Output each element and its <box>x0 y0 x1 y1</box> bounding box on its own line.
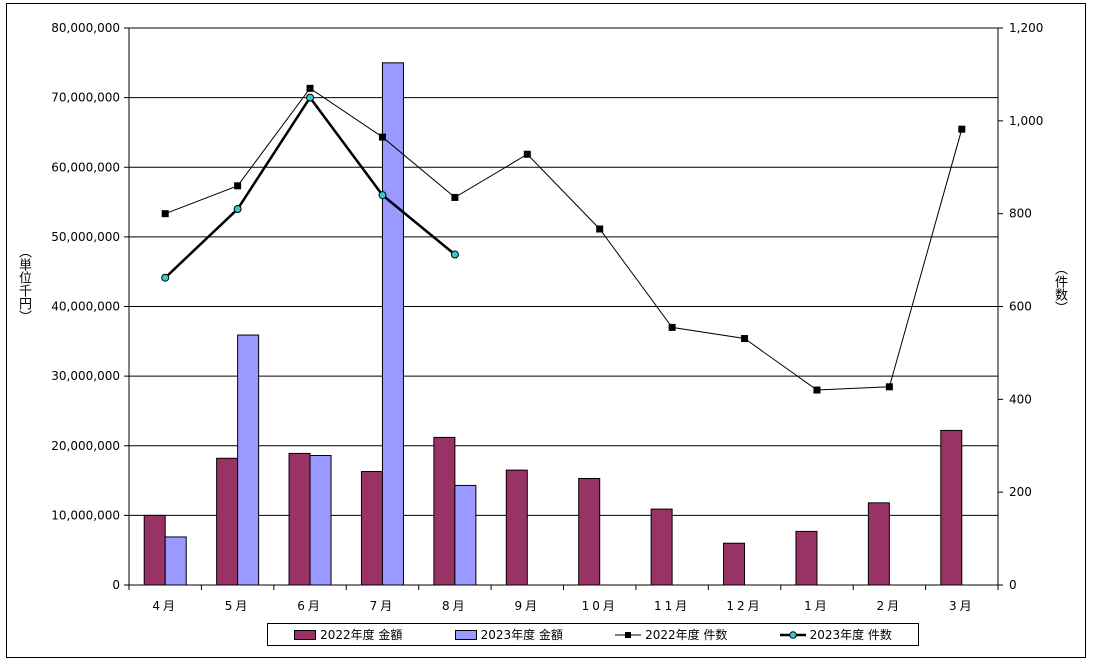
bar-2022-9 <box>795 530 818 586</box>
point-2022-count-11 <box>958 125 966 133</box>
y-axis-left-label: （単位千円） <box>16 245 31 323</box>
bar-2022-5 <box>505 469 528 586</box>
legend-item-2023-count: 2023年度 件数 <box>779 626 892 643</box>
legend-item-2022-count: 2022年度 件数 <box>615 626 727 643</box>
point-2022-count-1 <box>234 182 242 190</box>
x-tick-label: 5月 <box>225 599 251 613</box>
y-right-tick-label: 1,000 <box>1009 114 1043 128</box>
point-2023-count-4 <box>450 250 459 259</box>
x-tick-label: 3月 <box>949 599 975 613</box>
legend: 2022年度 金額 2023年度 金額 2022年度 件数 2023年度 件数 <box>267 623 919 646</box>
point-2022-count-6 <box>596 225 604 233</box>
y-right-tick-label: 1,200 <box>1009 21 1043 35</box>
bar-2023-2 <box>309 454 332 586</box>
y-left-tick-label: 20,000,000 <box>51 439 120 453</box>
legend-label-2023-amount: 2023年度 金額 <box>480 628 563 642</box>
legend-label-2022-count: 2022年度 件数 <box>645 628 728 642</box>
point-2023-count-1 <box>233 205 242 214</box>
x-tick-label: 7月 <box>370 599 396 613</box>
point-2022-count-7 <box>668 323 676 331</box>
legend-label-2022-amount: 2022年度 金額 <box>320 628 403 642</box>
y-right-tick-label: 600 <box>1009 300 1032 314</box>
legend-label-2023-count: 2023年度 件数 <box>809 628 892 642</box>
bar-2022-6 <box>578 477 601 586</box>
bar-2022-11 <box>940 429 963 586</box>
x-tick-label: 6月 <box>297 599 323 613</box>
legend-swatch-2023-count <box>779 630 806 639</box>
y-left-tick-label: 0 <box>112 578 120 592</box>
legend-swatch-2022-amount <box>294 629 317 640</box>
x-tick-label: 2月 <box>877 599 903 613</box>
point-2023-count-3 <box>378 191 387 200</box>
bar-2022-2 <box>288 452 311 586</box>
y-left-tick-label: 30,000,000 <box>51 369 120 383</box>
point-2022-count-0 <box>161 210 169 218</box>
y-right-tick-label: 200 <box>1009 485 1032 499</box>
point-2022-count-8 <box>741 335 749 343</box>
line-2022-count <box>165 87 963 391</box>
bar-2022-0 <box>143 514 166 586</box>
bar-2022-7 <box>650 508 673 586</box>
point-2022-count-4 <box>451 193 459 201</box>
y-left-tick-label: 70,000,000 <box>51 91 120 105</box>
y-left-tick-label: 60,000,000 <box>51 160 120 174</box>
bar-2023-0 <box>164 536 187 586</box>
point-2022-count-9 <box>813 386 821 394</box>
bar-2022-4 <box>433 436 456 586</box>
point-2022-count-3 <box>378 133 386 141</box>
point-2022-count-5 <box>523 150 531 158</box>
x-tick-label: 1月 <box>804 599 830 613</box>
legend-item-2023-amount: 2023年度 金額 <box>454 626 563 643</box>
x-tick-label: 8月 <box>442 599 468 613</box>
point-2023-count-0 <box>161 273 170 282</box>
point-2023-count-2 <box>306 93 315 102</box>
y-axis-right-label: （件数） <box>1052 262 1067 314</box>
point-2022-count-10 <box>885 383 893 391</box>
x-tick-label: 9月 <box>514 599 540 613</box>
bar-2022-10 <box>867 502 890 586</box>
legend-item-2022-amount: 2022年度 金額 <box>294 626 402 643</box>
x-tick-label: 11月 <box>654 599 690 613</box>
y-right-tick-label: 800 <box>1009 207 1032 221</box>
y-left-tick-label: 80,000,000 <box>51 21 120 35</box>
bar-2023-4 <box>454 484 477 586</box>
y-left-tick-label: 50,000,000 <box>51 230 120 244</box>
x-tick-label: 10月 <box>582 599 618 613</box>
y-left-tick-label: 40,000,000 <box>51 300 120 314</box>
bar-2022-8 <box>723 542 746 586</box>
legend-swatch-2023-amount <box>454 629 477 640</box>
bar-2023-1 <box>237 334 260 586</box>
x-tick-label: 12月 <box>726 599 762 613</box>
y-right-tick-label: 0 <box>1009 578 1017 592</box>
y-left-tick-label: 10,000,000 <box>51 508 120 522</box>
y-right-tick-label: 400 <box>1009 392 1032 406</box>
point-2022-count-2 <box>306 84 314 92</box>
x-tick-label: 4月 <box>152 599 178 613</box>
legend-swatch-2022-count <box>615 631 642 638</box>
bar-2022-3 <box>360 471 383 586</box>
bar-2023-3 <box>381 62 404 586</box>
line-2023-count <box>164 95 456 279</box>
bar-2022-1 <box>216 457 239 586</box>
